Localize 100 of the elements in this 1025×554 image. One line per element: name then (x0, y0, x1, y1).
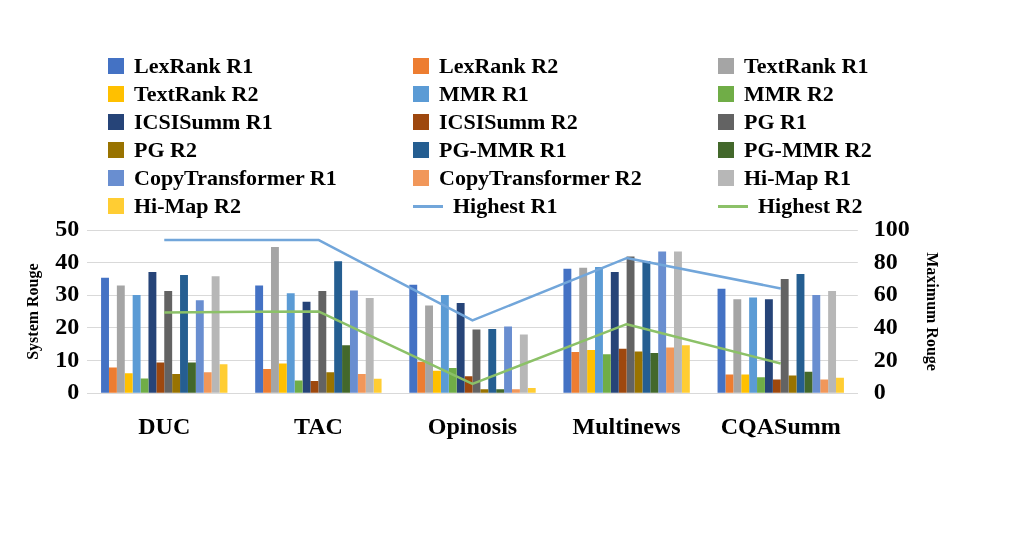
bar (610, 272, 619, 393)
bar (725, 374, 734, 393)
bar (681, 345, 690, 393)
bar (409, 284, 418, 393)
bar (741, 374, 750, 393)
y-tick-label: 10 (55, 345, 80, 372)
bar (448, 368, 457, 393)
bar (365, 297, 374, 393)
bar (342, 345, 350, 393)
bar (270, 246, 279, 393)
bar (349, 290, 358, 393)
bar (180, 275, 188, 393)
y2-tick-label: 0 (873, 378, 886, 405)
bar (804, 371, 813, 393)
bar (318, 291, 327, 393)
y-tick-label: 50 (55, 215, 80, 242)
bar (172, 373, 181, 393)
bar (511, 389, 520, 393)
bar (286, 293, 295, 393)
bar (519, 334, 528, 393)
bar (733, 299, 742, 393)
bar (263, 369, 271, 393)
y2-axis-title: Maximum Rouge (923, 252, 942, 371)
y-tick-label: 0 (67, 378, 80, 405)
bar (101, 277, 109, 393)
bar (156, 362, 165, 393)
bar (164, 291, 173, 393)
bar (326, 372, 335, 393)
bar (425, 305, 434, 393)
bar (674, 251, 682, 393)
bar (480, 389, 489, 393)
bar (294, 380, 303, 393)
y-tick-label: 30 (55, 280, 80, 307)
bar (587, 350, 596, 393)
bar (626, 256, 635, 393)
bar (595, 266, 603, 393)
bar (563, 268, 572, 393)
x-tick-label: Opinosis (427, 412, 518, 439)
bar (780, 278, 789, 393)
legend-label: Highest R1 (453, 192, 558, 220)
bar (634, 351, 643, 393)
x-tick-label: DUC (138, 412, 191, 439)
legend-label: Highest R2 (758, 192, 863, 220)
bar (148, 272, 157, 393)
bar (116, 285, 125, 393)
x-tick-label: CQASumm (720, 412, 841, 439)
y2-tick-label: 80 (873, 247, 898, 274)
bar (357, 373, 366, 393)
bar (187, 362, 196, 393)
bar (108, 367, 117, 393)
legend-label: MMR R1 (439, 80, 529, 108)
legend-label: TextRank R1 (744, 52, 869, 80)
bar (440, 294, 449, 393)
legend-label: PG-MMR R2 (744, 136, 872, 164)
bar (749, 297, 758, 393)
bar (579, 267, 588, 393)
bar (820, 379, 829, 393)
bar (488, 328, 497, 393)
bar (456, 303, 465, 393)
bar (757, 377, 765, 393)
bar (618, 348, 627, 393)
bar (255, 285, 264, 393)
bar (278, 363, 287, 393)
y2-tick-label: 100 (873, 215, 910, 242)
bar (658, 251, 667, 393)
bar (373, 378, 382, 393)
bar (788, 375, 797, 393)
legend-label: Hi-Map R2 (134, 192, 241, 220)
x-tick-label: Multinews (572, 412, 681, 439)
legend-label: Hi-Map R1 (744, 164, 851, 192)
legend-label: PG R2 (134, 136, 197, 164)
bar (334, 261, 343, 393)
legend-label: CopyTransformer R1 (134, 164, 337, 192)
bar (642, 261, 651, 393)
y2-tick-label: 20 (873, 345, 898, 372)
bar (527, 387, 536, 393)
bar (764, 299, 773, 393)
y-tick-label: 40 (55, 247, 80, 274)
bar (650, 353, 659, 393)
bar (310, 381, 319, 393)
bar (124, 373, 133, 393)
y2-tick-label: 40 (873, 313, 898, 340)
legend-label: LexRank R1 (134, 52, 254, 80)
bar (812, 294, 821, 393)
bar (132, 294, 141, 393)
legend-label: ICSISumm R2 (439, 108, 578, 136)
legend-label: ICSISumm R1 (134, 108, 273, 136)
legend-label: LexRank R2 (439, 52, 559, 80)
bar (496, 389, 505, 393)
legend-label: MMR R2 (744, 80, 834, 108)
x-tick-label: TAC (293, 412, 343, 439)
bar (211, 276, 220, 393)
bar (828, 291, 837, 393)
bar (504, 326, 512, 393)
bar (203, 372, 212, 393)
bar (772, 379, 781, 393)
legend-label: TextRank R2 (134, 80, 259, 108)
legend-label: PG-MMR R1 (439, 136, 567, 164)
y-tick-label: 20 (55, 313, 80, 340)
y2-tick-label: 60 (873, 280, 898, 307)
